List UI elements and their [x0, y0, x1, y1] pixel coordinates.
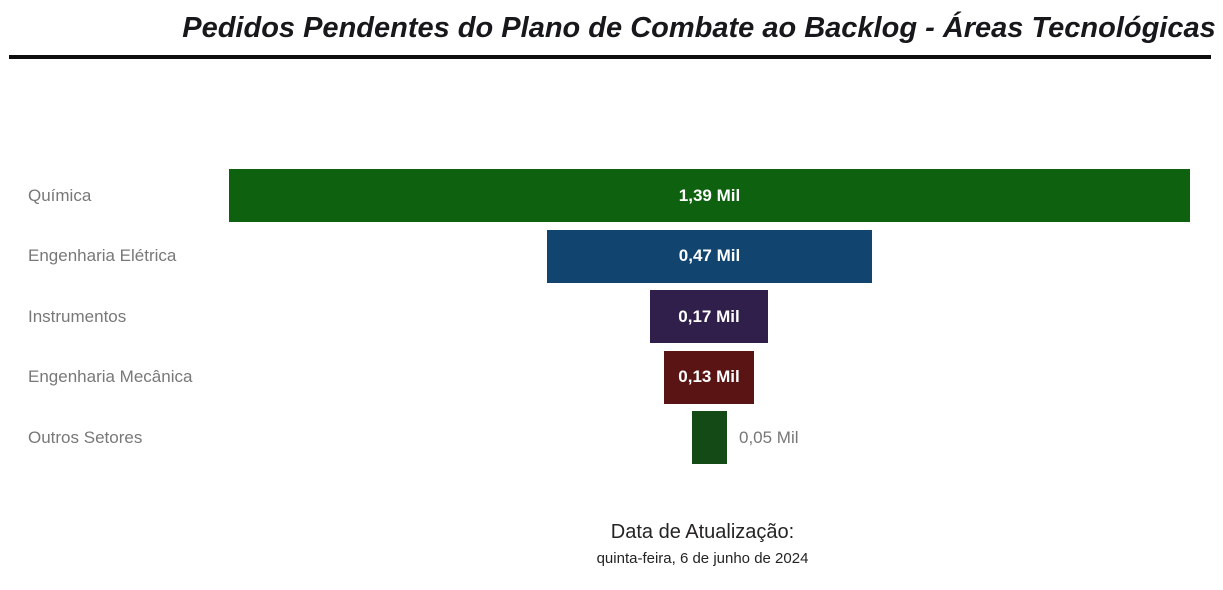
funnel-chart: Química 1,39 Mil Engenharia Elétrica 0,4… [0, 169, 1223, 472]
category-label: Outros Setores [28, 427, 143, 447]
funnel-bar[interactable]: 0,47 Mil [547, 229, 872, 283]
value-label: 1,39 Mil [678, 185, 741, 205]
funnel-row: Outros Setores 0,05 Mil [0, 411, 1223, 464]
value-label: 0,17 Mil [678, 306, 740, 326]
category-label: Engenharia Mecânica [28, 367, 193, 386]
funnel-bar[interactable]: 1,39 Mil [229, 169, 1190, 222]
funnel-bar[interactable]: 0,05 Mil [692, 411, 799, 464]
funnel-row: Instrumentos 0,17 Mil [0, 290, 1223, 343]
funnel-row: Engenharia Mecânica 0,13 Mil [0, 350, 1223, 404]
category-label: Química [28, 185, 92, 205]
category-label: Instrumentos [28, 306, 127, 326]
title-divider [9, 55, 1211, 59]
funnel-row: Química 1,39 Mil [0, 169, 1223, 222]
update-date-card: Data de Atualização: quinta-feira, 6 de … [0, 520, 1223, 569]
value-label: 0,47 Mil [678, 246, 741, 265]
funnel-row: Engenharia Elétrica 0,47 Mil [0, 229, 1223, 283]
value-label: 0,13 Mil [678, 367, 740, 386]
funnel-bar[interactable]: 0,13 Mil [664, 350, 754, 404]
chart-title: Pedidos Pendentes do Plano de Combate ao… [182, 12, 1216, 44]
funnel-bar[interactable]: 0,17 Mil [650, 290, 768, 343]
update-date-title: Data de Atualização: [610, 521, 795, 543]
update-date-value: quinta-feira, 6 de junho de 2024 [596, 550, 809, 567]
value-label: 0,05 Mil [739, 427, 799, 447]
category-label: Engenharia Elétrica [28, 246, 177, 265]
